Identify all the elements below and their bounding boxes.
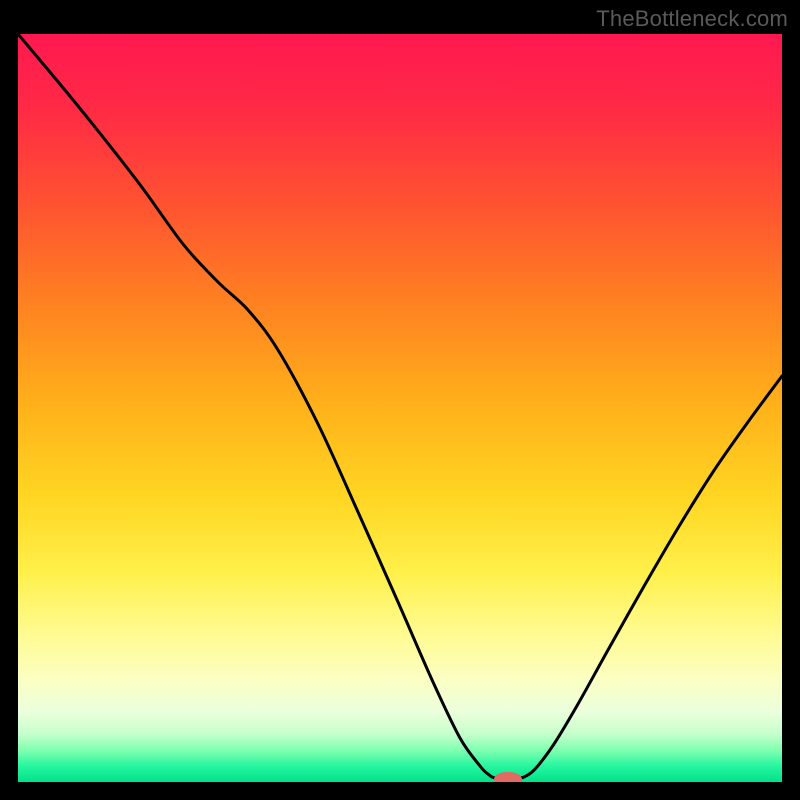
chart-frame: TheBottleneck.com xyxy=(0,0,800,800)
bottleneck-curve-svg xyxy=(18,34,782,782)
plot-area xyxy=(18,34,782,782)
watermark-text: TheBottleneck.com xyxy=(596,6,788,32)
gradient-background xyxy=(18,34,782,782)
